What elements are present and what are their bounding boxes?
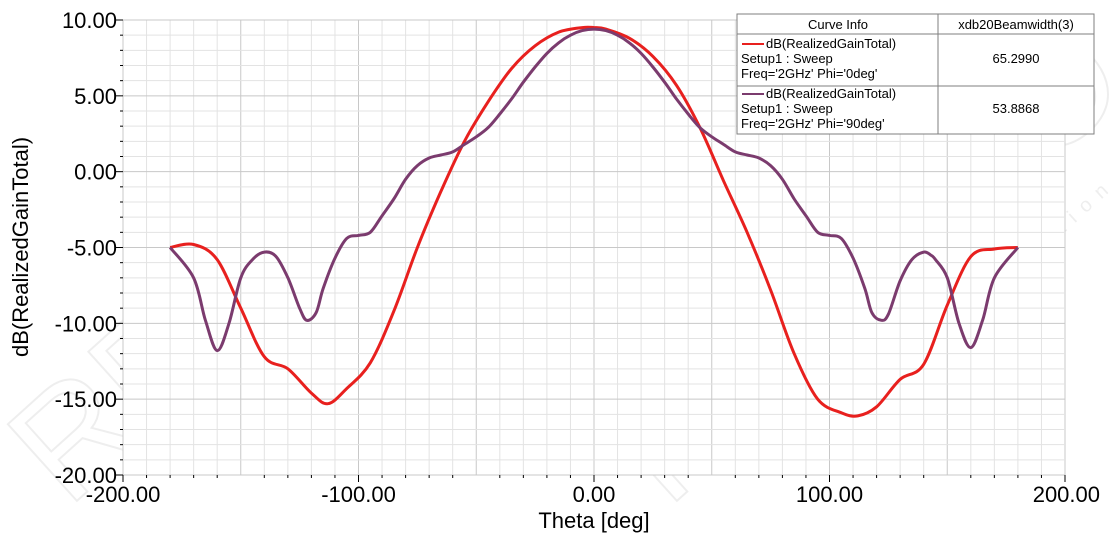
axes: 10.00 5.00 0.00 -5.00 -10.00 -15.00 -20.00-200…	[55, 8, 1100, 507]
y-tick-label: 10.00	[62, 8, 117, 33]
legend-header-beamwidth: xdb20Beamwidth(3)	[958, 17, 1074, 32]
x-axis-label: Theta [deg]	[538, 508, 649, 533]
y-tick-label: 5.00	[74, 84, 117, 109]
x-tick-label: -100.00	[321, 482, 396, 507]
series-line-phi90	[168, 27, 1020, 353]
y-tick-label: -20.00	[55, 463, 117, 488]
x-tick-label: -200.00	[86, 482, 161, 507]
legend-row1-value: 65.2990	[993, 51, 1040, 66]
legend-row2-value: 53.8868	[993, 101, 1040, 116]
legend-row2-line2: Setup1 : Sweep	[741, 101, 833, 116]
legend-header-curve-info: Curve Info	[808, 17, 868, 32]
legend-row1-line1: dB(RealizedGainTotal)	[766, 36, 896, 51]
x-tick-label: 0.00	[573, 482, 616, 507]
legend-row1-line3: Freq='2GHz' Phi='0deg'	[741, 66, 877, 81]
y-tick-label: 0.00	[74, 160, 117, 185]
y-tick-label: -5.00	[67, 236, 117, 261]
legend-row2-line1: dB(RealizedGainTotal)	[766, 86, 896, 101]
y-tick-label: -15.00	[55, 387, 117, 412]
y-axis-label: dB(RealizedGainTotal)	[8, 137, 33, 357]
legend-row2-line3: Freq='2GHz' Phi='90deg'	[741, 116, 885, 131]
x-tick-label: 200.00	[1033, 482, 1100, 507]
x-tick-label: 100.00	[796, 482, 863, 507]
y-tick-label: -10.00	[55, 311, 117, 336]
legend: Curve Info xdb20Beamwidth(3) dB(Realized…	[736, 13, 1095, 135]
legend-row1-line2: Setup1 : Sweep	[741, 51, 833, 66]
series-layer	[168, 25, 1020, 418]
